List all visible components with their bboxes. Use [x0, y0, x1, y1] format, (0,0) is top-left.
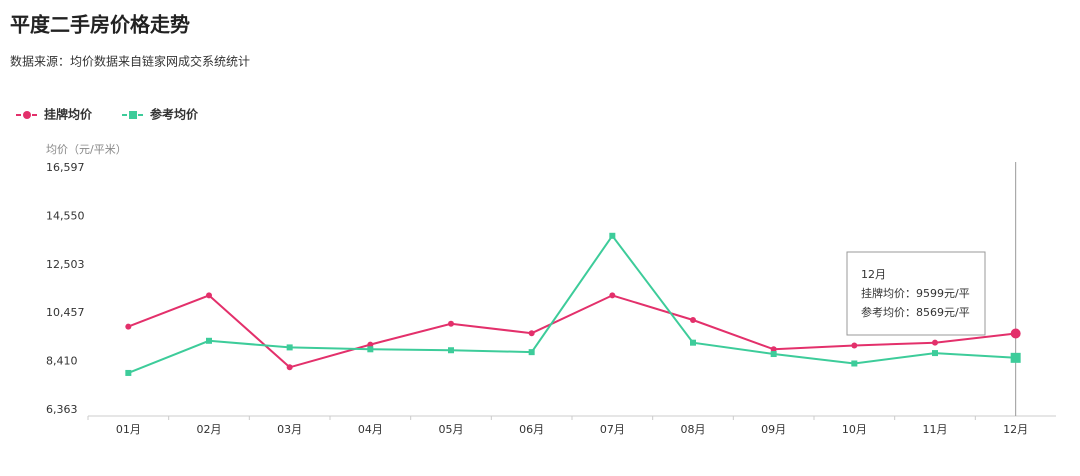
- x-tick-label: 05月: [439, 423, 464, 436]
- point: [206, 337, 212, 344]
- tooltip-line: 参考均价：8569元/平: [861, 305, 970, 319]
- x-tick-label: 08月: [681, 423, 706, 436]
- y-tick-label: 14,550: [46, 209, 85, 222]
- point: [770, 346, 777, 353]
- point: [1010, 328, 1021, 339]
- tooltip-line: 挂牌均价：9599元/平: [861, 286, 970, 300]
- x-tick-label: 01月: [116, 423, 141, 436]
- chart-title: 平度二手房价格走势: [10, 13, 190, 37]
- point: [528, 349, 535, 356]
- point: [609, 232, 616, 239]
- point: [932, 339, 938, 346]
- point: [851, 360, 858, 367]
- point: [609, 292, 616, 299]
- point: [690, 316, 696, 323]
- legend-marker: [129, 111, 138, 119]
- point: [770, 351, 777, 358]
- y-tick-label: 16,597: [46, 161, 85, 174]
- tooltip-title: 12月: [861, 268, 886, 281]
- point: [448, 347, 454, 354]
- x-tick-label: 11月: [923, 423, 948, 436]
- legend-label: 参考均价: [150, 107, 199, 122]
- point: [367, 346, 374, 353]
- y-axis-label: 均价（元/平米）: [46, 143, 127, 156]
- x-tick-label: 09月: [761, 423, 786, 436]
- x-tick-label: 06月: [519, 423, 544, 436]
- point: [1010, 352, 1021, 363]
- y-tick-label: 8,410: [46, 355, 78, 368]
- series-line: [127, 294, 1016, 369]
- point: [932, 350, 938, 357]
- x-tick-label: 12月: [1003, 423, 1028, 436]
- point: [286, 364, 293, 371]
- point: [851, 342, 858, 349]
- legend-label: 挂牌均价: [44, 107, 93, 122]
- point: [286, 344, 293, 351]
- x-tick-label: 07月: [600, 423, 625, 436]
- x-tick-label: 03月: [277, 423, 302, 436]
- y-tick-label: 6,363: [46, 403, 78, 416]
- y-tick-label: 10,457: [46, 306, 85, 319]
- point: [528, 330, 535, 337]
- tooltip: 12月 挂牌均价：9599元/平 参考均价：8569元/平: [846, 251, 986, 336]
- point: [206, 292, 212, 299]
- point: [367, 341, 374, 348]
- point: [125, 369, 132, 376]
- y-tick-label: 12,503: [46, 258, 85, 271]
- tooltip-box: [846, 251, 986, 336]
- x-tick-label: 04月: [358, 423, 383, 436]
- point: [125, 323, 132, 330]
- point: [448, 320, 454, 327]
- point: [690, 339, 696, 346]
- legend-marker: [23, 111, 31, 119]
- x-tick-label: 10月: [842, 423, 867, 436]
- x-tick-label: 02月: [197, 423, 222, 436]
- series-line: [127, 234, 1016, 374]
- chart-subtitle: 数据来源：均价数据来自链家网成交系统统计: [10, 54, 250, 69]
